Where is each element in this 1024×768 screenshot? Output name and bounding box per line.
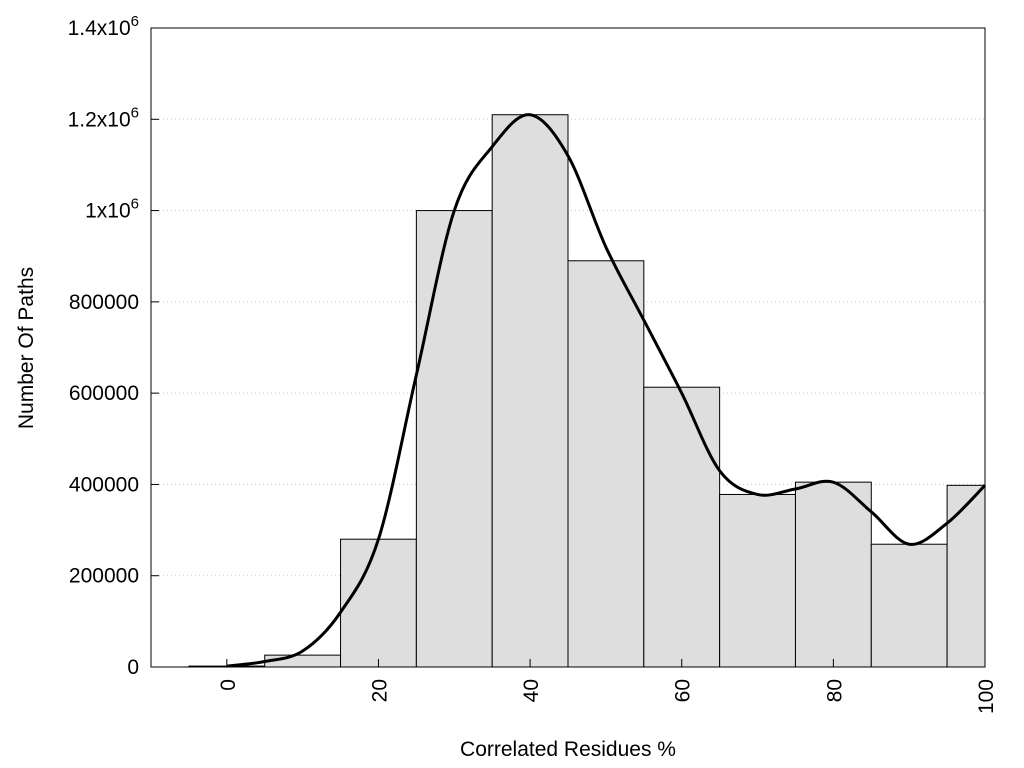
histogram-bars: [188, 114, 986, 668]
plot-frame: [150, 27, 986, 668]
x-tick-label: 60: [672, 679, 695, 702]
histogram-bar: [870, 543, 948, 668]
y-tick-label: 0: [127, 656, 139, 679]
y-tick-label: 1.4x106: [68, 13, 139, 40]
histogram-bar: [946, 484, 986, 668]
y-tick-label: 800000: [69, 291, 139, 314]
histogram-bar: [567, 260, 645, 668]
y-tick-label: 400000: [69, 473, 139, 496]
y-tick-label: 200000: [69, 565, 139, 588]
histogram-bar: [340, 538, 417, 668]
histogram-bar: [643, 386, 721, 668]
x-tick-label: 80: [823, 679, 846, 702]
density-curve-layer: [226, 113, 987, 668]
y-tick-label: 1.2x106: [68, 104, 139, 131]
histogram-bar: [491, 114, 569, 668]
histogram-bar: [719, 493, 796, 668]
y-tick-label: 600000: [69, 382, 139, 405]
y-axis-title: Number Of Paths: [15, 267, 38, 429]
y-tick-label: 1x106: [85, 196, 139, 223]
histogram-bar: [415, 210, 493, 668]
x-tick-label: 20: [368, 679, 391, 702]
x-tick-label: 0: [217, 679, 240, 691]
density-curve: [226, 113, 987, 668]
histogram-bar: [794, 481, 872, 668]
x-axis-title: Correlated Residues %: [460, 738, 676, 761]
x-axis-ticks: 0 20 40 60 80 100: [217, 659, 998, 714]
x-tick-label: 100: [975, 679, 998, 714]
x-tick-label: 40: [520, 679, 543, 702]
y-axis-ticks: 0 200000 400000 600000 800000 1x106 1.2x106 1.4…: [68, 13, 159, 679]
